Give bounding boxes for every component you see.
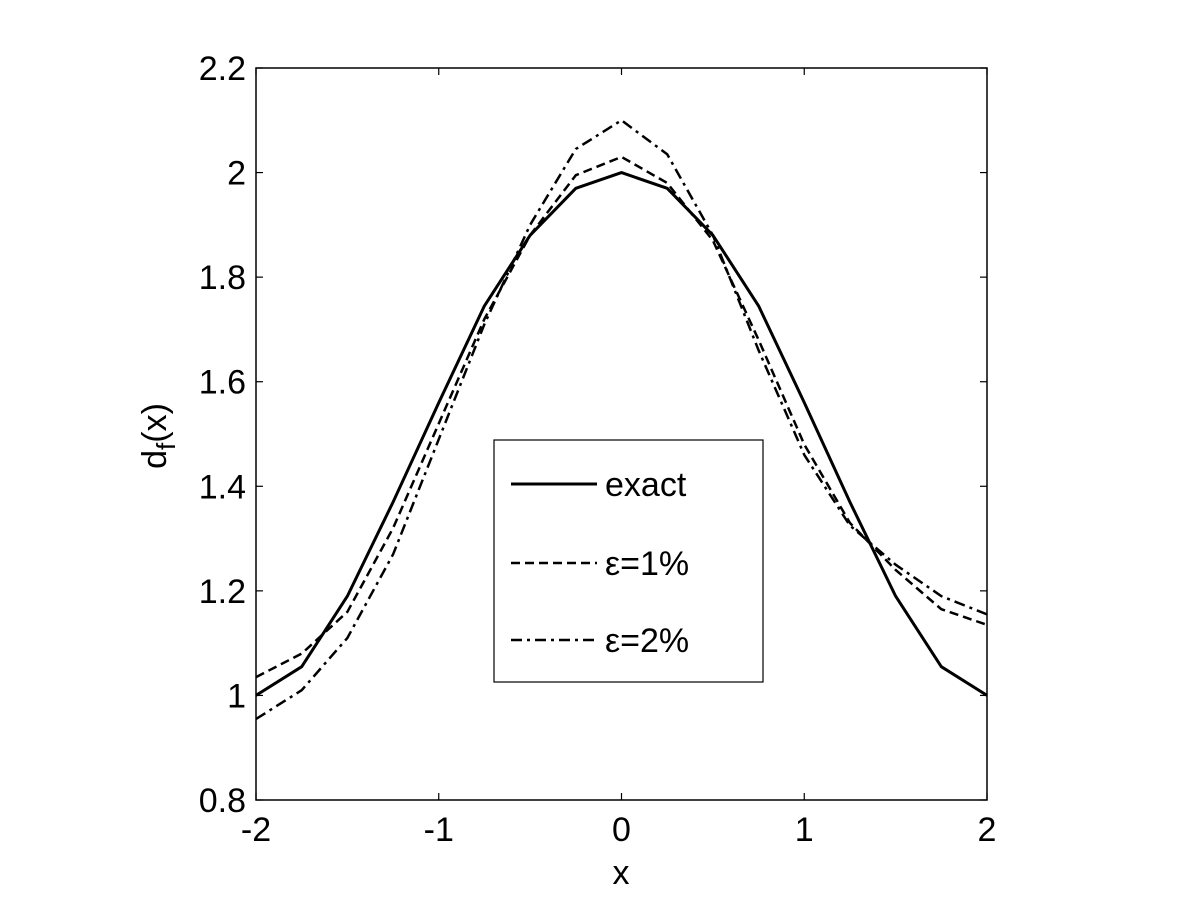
y-tick-label: 1.4 xyxy=(199,468,246,506)
x-tick-label: -2 xyxy=(241,811,271,849)
legend: exact ε=1% ε=2% xyxy=(493,439,764,683)
plot-area xyxy=(255,67,988,801)
y-tick-label: 2.2 xyxy=(199,50,246,88)
x-tick-label: 2 xyxy=(978,811,997,849)
x-tick-label: 1 xyxy=(795,811,814,849)
series-line-3 xyxy=(255,119,988,721)
legend-entries: exact ε=1% ε=2% xyxy=(511,466,689,660)
legend-label-2: ε=1% xyxy=(605,545,689,583)
series-layer xyxy=(255,119,988,721)
y-tick-label: 1.2 xyxy=(199,573,246,611)
x-tick-label: -1 xyxy=(424,811,454,849)
y-tick-label: 1 xyxy=(227,677,246,715)
y-tick-label: 0.8 xyxy=(199,782,246,820)
legend-label-3: ε=2% xyxy=(605,622,689,660)
axis-ticks xyxy=(255,67,988,801)
series-line-1 xyxy=(255,171,988,697)
series-line-2 xyxy=(255,155,988,679)
tick-labels: -2 -1 0 1 2 0.8 1 1.2 1.4 1.6 1.8 2 2.2 xyxy=(199,50,997,849)
y-tick-label: 1.6 xyxy=(199,364,246,402)
y-axis-label: df(x) xyxy=(136,403,181,469)
x-axis-label: x xyxy=(613,854,630,892)
y-tick-label: 1.8 xyxy=(199,259,246,297)
y-axis-label-suffix: (x) xyxy=(136,403,174,443)
y-axis-label-main: d xyxy=(136,450,174,469)
legend-label-1: exact xyxy=(605,466,687,504)
y-axis-label-subscript: f xyxy=(151,442,181,450)
y-tick-label: 2 xyxy=(227,155,246,193)
x-tick-label: 0 xyxy=(612,811,631,849)
legend-box xyxy=(493,439,764,683)
